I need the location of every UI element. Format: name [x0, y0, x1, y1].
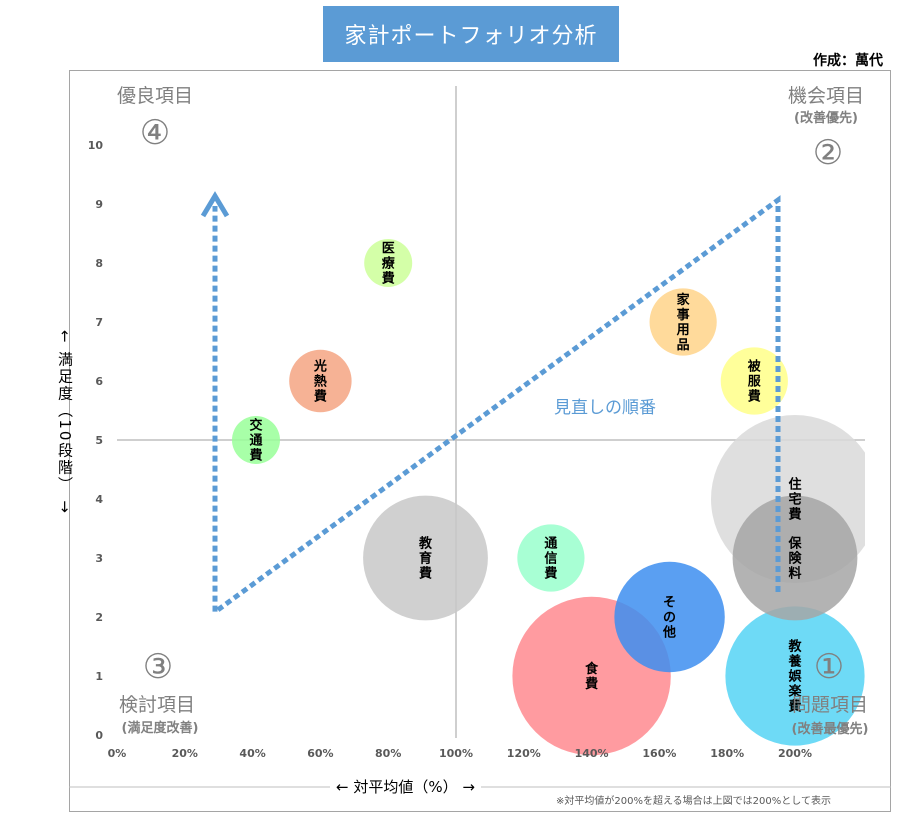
author-label: 作成：萬代 — [813, 53, 883, 69]
footnote: ※対平均値が200%を超える場合は上図では200%として表示 — [556, 796, 831, 807]
bubble-label: 家事用品 — [676, 292, 691, 353]
bubble-label: 被服費 — [747, 359, 762, 405]
chart-frame — [69, 70, 891, 812]
x-tick-label: 0% — [108, 747, 127, 760]
y-axis-label: ← 満足度（10段階） → — [56, 330, 74, 515]
quadrant-number: ③ — [143, 647, 173, 687]
x-axis-label: ← 対平均値（%） → — [330, 776, 481, 797]
y-tick-label: 2 — [95, 611, 103, 624]
bubble-layer — [231, 239, 865, 756]
y-tick-label: 4 — [95, 493, 103, 506]
bubble-label: 交通費 — [249, 418, 262, 464]
bubble — [364, 239, 413, 287]
bubble-label: 住宅費 — [788, 477, 801, 523]
quadrant-number: ④ — [140, 113, 170, 153]
y-tick-label: 1 — [95, 670, 103, 683]
bubble-label: 医療費 — [382, 242, 396, 287]
x-tick-label: 20% — [172, 747, 198, 760]
bubble — [363, 495, 488, 621]
x-tick-label: 120% — [507, 747, 541, 760]
quadrant-title: 検討項目 — [119, 694, 195, 716]
x-tick-label: 140% — [575, 747, 609, 760]
x-tick-label: 160% — [642, 747, 676, 760]
y-tick-label: 5 — [95, 434, 103, 447]
quadrant-title: 優良項目 — [117, 85, 193, 107]
quadrant-subtitle: (満足度改善) — [122, 720, 199, 736]
bubble-label: 通信費 — [544, 536, 557, 582]
review-order-arrow: 見直しの順番 — [200, 191, 781, 617]
bubble-label: 光熱費 — [313, 359, 327, 405]
bubble — [614, 561, 725, 673]
y-tick-label: 8 — [95, 257, 103, 270]
y-tick-label: 10 — [88, 139, 104, 152]
bubble — [725, 606, 865, 746]
quadrant-subtitle: (改善優先) — [794, 110, 858, 126]
trend-label: 見直しの順番 — [554, 398, 656, 418]
quadrant-subtitle: (改善最優先) — [792, 721, 869, 737]
quadrant-title: 問題項目 — [792, 694, 868, 716]
bubble-label: 保険料 — [787, 536, 802, 582]
y-tick-label: 7 — [95, 316, 103, 329]
y-tick-label: 6 — [95, 375, 103, 388]
arrow-head — [200, 191, 230, 218]
bubble — [231, 416, 280, 464]
bubble — [649, 288, 717, 356]
x-tick-label: 60% — [307, 747, 333, 760]
x-tick-label: 40% — [239, 747, 265, 760]
x-tick-label: 200% — [778, 747, 812, 760]
y-tick-label: 3 — [95, 552, 103, 565]
bubble — [732, 495, 858, 621]
quadrant-number: ② — [813, 133, 843, 173]
bubble-label: その他 — [662, 596, 676, 641]
x-tick-label: 180% — [710, 747, 744, 760]
bubble-label: 教育費 — [418, 536, 433, 582]
x-tick-label: 100% — [439, 747, 473, 760]
bubble — [720, 347, 788, 415]
review-arrow-path — [212, 195, 781, 617]
x-tick-label: 80% — [375, 747, 401, 760]
y-tick-label: 0 — [95, 729, 103, 742]
bubble-label: 教養娯楽費 — [787, 639, 802, 715]
page-title: 家計ポートフォリオ分析 — [344, 24, 598, 49]
quadrant-layer: ④ 優良項目 ② 機会項目 (改善優先) ③ 検討項目 (満足度改善) ① 問題項目 (改善最優先) — [117, 85, 868, 737]
quadrant-number: ① — [814, 647, 844, 687]
bubble-label: 食費 — [585, 661, 599, 692]
title-banner: 家計ポートフォリオ分析 — [323, 6, 619, 62]
y-tick-label: 9 — [95, 198, 103, 211]
quadrant-title: 機会項目 — [788, 85, 864, 107]
tick-layer: 0% 20% 40% 60% 80% 100% 120% 140% 160% 180% 200% 0 1… — [88, 139, 812, 760]
bubble — [517, 524, 585, 592]
bubble — [289, 349, 352, 413]
